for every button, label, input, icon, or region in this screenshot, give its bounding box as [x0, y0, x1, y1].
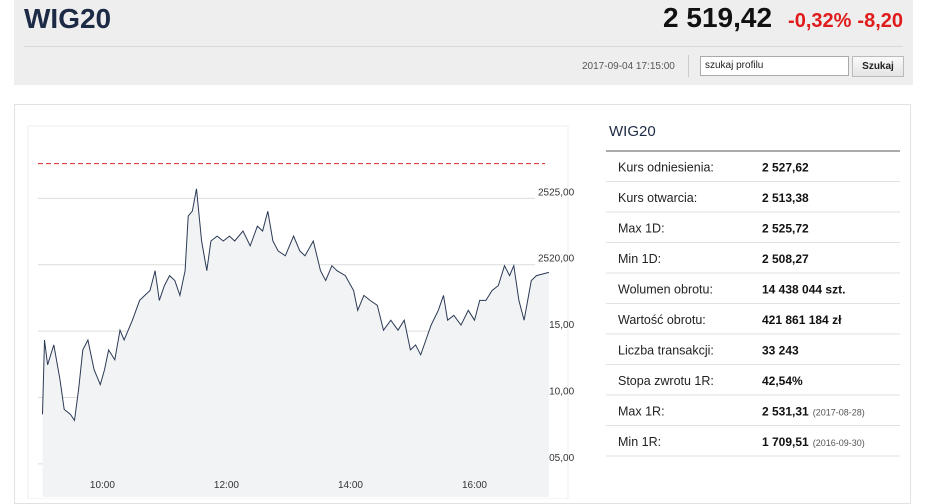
- row-value: 2 513,38: [762, 191, 809, 205]
- search-input[interactable]: szukaj profilu: [700, 56, 849, 76]
- divider: [688, 55, 689, 77]
- row-label: Kurs otwarcia:: [618, 191, 697, 205]
- x-tick-label: 16:00: [462, 480, 487, 491]
- row-value: 421 861 184 zł: [762, 313, 842, 327]
- x-tick-label: 14:00: [338, 480, 363, 491]
- row-label: Wolumen obrotu:: [618, 282, 713, 296]
- value: 2 513,38: [762, 191, 809, 205]
- search-button[interactable]: Szukaj: [852, 56, 904, 77]
- timestamp: 2017-09-04 17:15:00: [582, 61, 675, 72]
- row-label: Liczba transakcji:: [618, 343, 714, 357]
- y-tick-label: 2525,00: [538, 187, 575, 198]
- value: 42,54%: [762, 374, 803, 388]
- row-label: Max 1D:: [618, 221, 665, 235]
- change-pct: -0,32%: [788, 10, 852, 32]
- value: 14 438 044 szt.: [762, 282, 845, 296]
- value: 33 243: [762, 343, 799, 357]
- row-value: 2 525,72: [762, 221, 809, 235]
- index-title: WIG20: [24, 3, 112, 34]
- x-tick-label: 12:00: [214, 480, 239, 491]
- row-value: 42,54%: [762, 374, 803, 388]
- row-label: Stopa zwrotu 1R:: [618, 374, 714, 388]
- row-label: Wartość obrotu:: [618, 313, 706, 327]
- row-value: 14 438 044 szt.: [762, 282, 845, 296]
- value: 1 709,51: [762, 435, 809, 449]
- value: 2 508,27: [762, 252, 809, 266]
- row-value: 2 508,27: [762, 252, 809, 266]
- row-value: 2 527,62: [762, 160, 809, 174]
- date: (2017-08-28): [813, 407, 865, 417]
- y-tick-label: 2520,00: [538, 254, 575, 265]
- quote: 2 519,42 -0,32% -8,20: [663, 2, 903, 34]
- change: -8,20: [857, 10, 903, 32]
- area: [42, 188, 549, 498]
- plot-frame: [27, 125, 569, 499]
- header: WIG20 2 519,42 -0,32% -8,20 2017-09-04 17:…: [14, 0, 913, 85]
- value: 2 527,62: [762, 160, 809, 174]
- row-label: Max 1R:: [618, 404, 665, 418]
- row-label: Min 1R:: [618, 435, 661, 449]
- y-tick-label: 2515,00: [538, 320, 575, 331]
- row-label: Kurs odniesienia:: [618, 160, 714, 174]
- row-label: Min 1D:: [618, 252, 661, 266]
- row-value: 33 243: [762, 343, 799, 357]
- table-title: WIG20: [609, 123, 656, 140]
- y-tick-label: 2505,00: [538, 453, 575, 464]
- x-tick-label: 10:00: [90, 480, 115, 491]
- value: 2 531,31: [762, 404, 809, 418]
- y-tick-label: 2510,00: [538, 386, 575, 397]
- value: 2 525,72: [762, 221, 809, 235]
- value: 421 861 184 zł: [762, 313, 842, 327]
- row-value: 1 709,51 (2016-09-30): [762, 435, 865, 449]
- price: 2 519,42: [663, 2, 773, 33]
- price-line: [42, 188, 550, 422]
- row-value: 2 531,31 (2017-08-28): [762, 404, 865, 418]
- separator: [24, 46, 903, 47]
- date: (2016-09-30): [813, 438, 865, 448]
